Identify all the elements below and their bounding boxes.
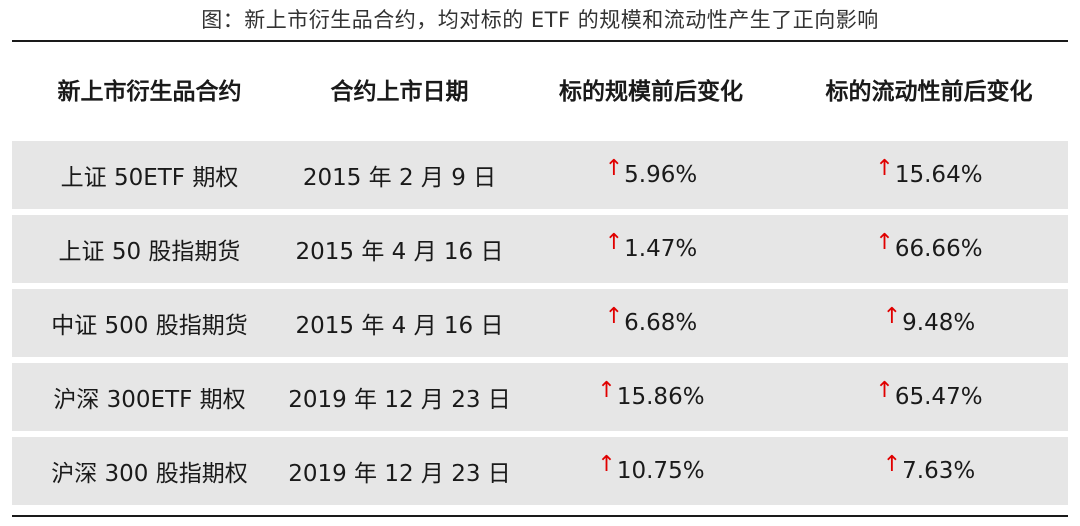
table-row: 上证 50 股指期货 2015 年 4 月 16 日 ↑ 1.47% ↑ 66.66… [12,215,1068,283]
scale-change-value: 15.86% [616,384,705,410]
scale-change-value: 10.75% [616,458,705,484]
liquidity-change-cell: ↑ 7.63% [790,437,1068,505]
data-table: 新上市衍生品合约 合约上市日期 标的规模前后变化 标的流动性前后变化 上证 50… [12,42,1068,505]
up-arrow-icon: ↑ [597,377,616,403]
date-cell: 2015 年 2 月 9 日 [302,165,497,191]
up-arrow-icon: ↑ [882,303,902,329]
scale-change-value: 6.68% [624,310,698,336]
date-cell: 2015 年 4 月 16 日 [295,239,504,265]
scale-change-value: 1.47% [624,236,698,262]
liquidity-change-value: 65.47% [894,384,983,410]
contract-cell: 沪深 300ETF 期权 [53,387,246,413]
liquidity-change-value: 9.48% [902,310,976,336]
table-top-rule [12,40,1068,42]
table-row: 沪深 300ETF 期权 2019 年 12 月 23 日 ↑ 15.86% ↑ 6… [12,363,1068,431]
up-arrow-icon: ↑ [875,155,894,181]
liquidity-change-value: 7.63% [902,458,976,484]
up-arrow-icon: ↑ [604,229,624,255]
table-row: 沪深 300 股指期权 2019 年 12 月 23 日 ↑ 10.75% ↑ 7.… [12,437,1068,505]
table-bottom-rule [12,515,1068,517]
table-header-row: 新上市衍生品合约 合约上市日期 标的规模前后变化 标的流动性前后变化 [12,42,1068,135]
date-cell: 2019 年 12 月 23 日 [288,387,511,413]
header-listing-date: 合约上市日期 [330,78,469,105]
contract-cell: 上证 50ETF 期权 [60,165,239,191]
liquidity-change-cell: ↑ 65.47% [790,363,1068,431]
up-arrow-icon: ↑ [604,155,624,181]
up-arrow-icon: ↑ [882,451,902,477]
figure-title: 图：新上市衍生品合约，均对标的 ETF 的规模和流动性产生了正向影响 [201,8,879,32]
liquidity-change-cell: ↑ 15.64% [790,141,1068,209]
header-liquidity-change: 标的流动性前后变化 [825,78,1033,105]
table-row: 上证 50ETF 期权 2015 年 2 月 9 日 ↑ 5.96% ↑ 15.64… [12,141,1068,209]
contract-cell: 上证 50 股指期货 [58,239,241,265]
scale-change-cell: ↑ 5.96% [512,141,790,209]
up-arrow-icon: ↑ [597,451,616,477]
table-row: 中证 500 股指期货 2015 年 4 月 16 日 ↑ 6.68% ↑ 9.48… [12,289,1068,357]
liquidity-change-cell: ↑ 9.48% [790,289,1068,357]
contract-cell: 中证 500 股指期货 [51,313,248,339]
date-cell: 2019 年 12 月 23 日 [288,461,511,487]
liquidity-change-value: 15.64% [894,162,983,188]
header-scale-change: 标的规模前后变化 [559,78,743,105]
scale-change-cell: ↑ 15.86% [512,363,790,431]
up-arrow-icon: ↑ [604,303,624,329]
scale-change-cell: ↑ 6.68% [512,289,790,357]
header-contract: 新上市衍生品合约 [57,78,242,105]
scale-change-cell: ↑ 10.75% [512,437,790,505]
up-arrow-icon: ↑ [875,229,894,255]
scale-change-cell: ↑ 1.47% [512,215,790,283]
scale-change-value: 5.96% [624,162,698,188]
date-cell: 2015 年 4 月 16 日 [295,313,504,339]
liquidity-change-cell: ↑ 66.66% [790,215,1068,283]
up-arrow-icon: ↑ [875,377,894,403]
contract-cell: 沪深 300 股指期权 [51,461,248,487]
liquidity-change-value: 66.66% [894,236,983,262]
